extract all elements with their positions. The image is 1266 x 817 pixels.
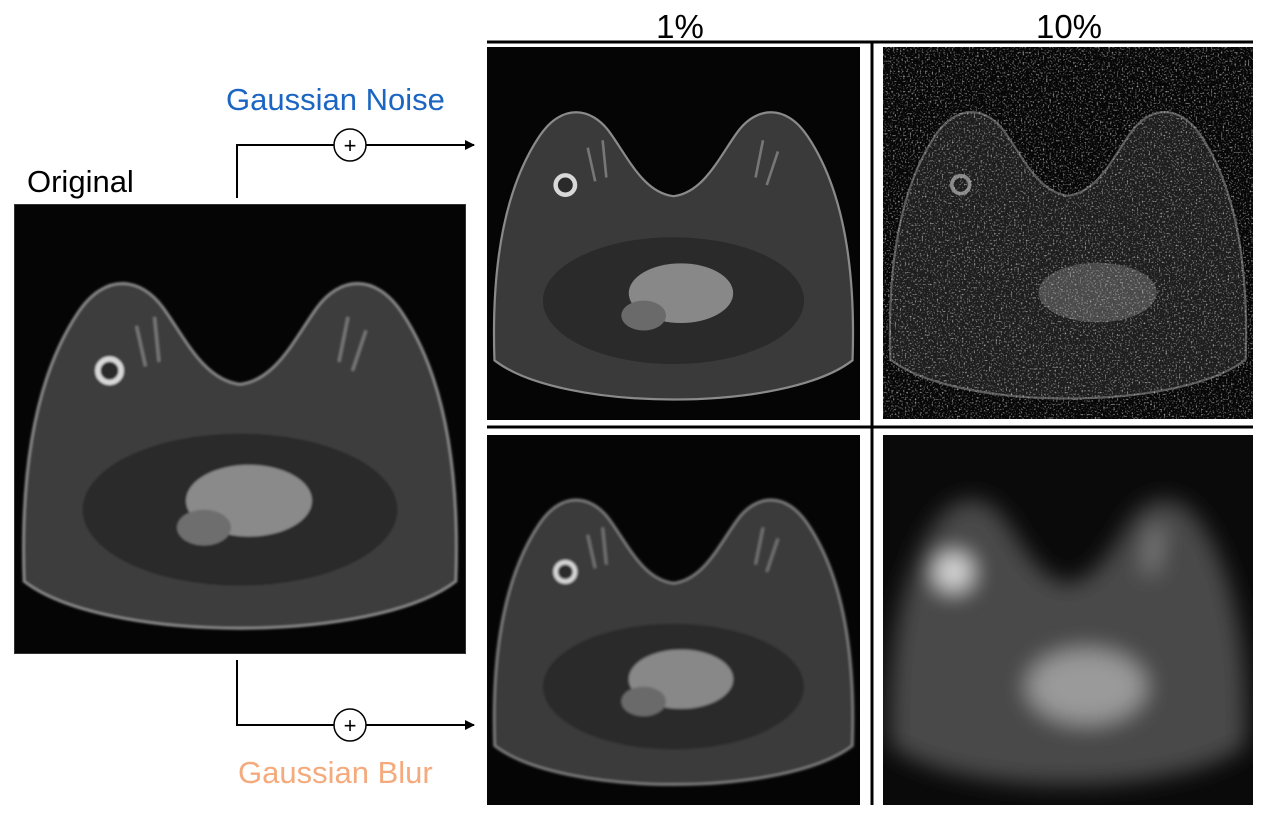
noise-10-percent-image	[883, 47, 1253, 419]
mri-image-icon	[487, 435, 860, 805]
original-label: Original	[27, 164, 134, 199]
mri-image-icon	[883, 435, 1253, 805]
blur-arrow	[236, 660, 475, 730]
mri-image-icon	[883, 47, 1253, 419]
blur-plus-icon	[333, 708, 367, 742]
noise-1-percent-image	[487, 47, 860, 420]
noise-arrow	[236, 140, 475, 198]
mri-image-icon	[487, 47, 860, 420]
blur-10-percent-image	[883, 435, 1253, 805]
blur-plus-symbol: +	[344, 713, 357, 738]
column-header-10-percent: 10%	[1035, 8, 1103, 45]
gaussian-blur-label: Gaussian Blur	[238, 755, 433, 790]
column-header-1-percent: 1%	[656, 8, 704, 45]
noise-plus-icon	[333, 128, 367, 162]
original-mri-image	[14, 204, 466, 654]
mri-image-icon	[15, 205, 465, 653]
blur-1-percent-image	[487, 435, 860, 805]
gaussian-noise-label: Gaussian Noise	[226, 82, 445, 117]
noise-plus-symbol: +	[344, 133, 357, 158]
